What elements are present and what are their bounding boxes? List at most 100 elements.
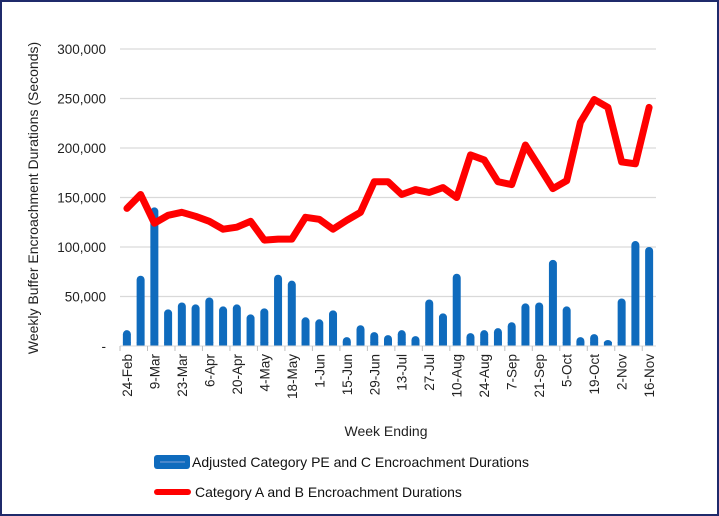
bar-base [384, 342, 392, 346]
bar-base [466, 342, 475, 346]
bar-base [219, 342, 228, 346]
y-tick-label: 50,000 [65, 290, 106, 305]
bar[interactable] [521, 303, 530, 346]
x-tick-label: 29-Jun [367, 354, 382, 395]
bar[interactable] [548, 259, 557, 346]
bar[interactable] [617, 298, 626, 346]
x-axis-title: Week Ending [344, 423, 427, 439]
bar-base [164, 342, 173, 346]
bar[interactable] [315, 319, 324, 346]
bar[interactable] [287, 280, 296, 346]
y-tick-label: 150,000 [57, 191, 106, 206]
x-tick-label: 24-Feb [120, 354, 135, 397]
bar[interactable] [452, 273, 461, 346]
bar-base [631, 342, 640, 346]
bar[interactable] [493, 328, 502, 346]
bar-base [191, 342, 200, 346]
bar-base [342, 342, 351, 346]
bar[interactable] [356, 325, 365, 346]
bar-base [425, 342, 434, 346]
bar-base [397, 342, 406, 346]
legend-label-line: Category A and B Encroachment Durations [195, 484, 462, 500]
bar-series [122, 207, 654, 346]
bar[interactable] [150, 207, 159, 346]
legend-item-line[interactable]: Category A and B Encroachment Durations [154, 484, 462, 500]
x-tick-label: 6-Apr [202, 353, 217, 387]
bar-base [645, 342, 654, 346]
bar-base [617, 342, 626, 346]
x-axis-ticks: 24-Feb 9-Mar 23-Mar 6-Apr 20-Apr 4-May 18-May 1… [120, 353, 657, 399]
bar[interactable] [535, 302, 544, 346]
bar[interactable] [260, 308, 269, 346]
x-tick-label: 9-Mar [147, 354, 162, 390]
bar[interactable] [177, 302, 186, 346]
bar-base [301, 342, 310, 346]
bar-base [411, 342, 420, 346]
bar-base [205, 342, 214, 346]
bar-base [232, 342, 241, 346]
legend-item-bar[interactable]: Adjusted Category PE and C Encroachment … [154, 454, 529, 470]
bar-base [535, 342, 544, 346]
line-series [123, 96, 653, 244]
y-tick-label: 300,000 [57, 42, 106, 57]
bar[interactable] [329, 310, 338, 346]
x-tick-label: 20-Apr [230, 354, 245, 395]
bar[interactable] [191, 304, 200, 346]
bar-base [493, 342, 502, 346]
bar-base [246, 342, 255, 346]
bar-base [548, 342, 557, 346]
bar-base [150, 342, 159, 346]
series-line[interactable] [123, 96, 653, 244]
bar-base [274, 342, 283, 346]
bar[interactable] [507, 322, 516, 346]
bar-base [136, 342, 145, 346]
bar[interactable] [425, 299, 434, 346]
x-tick-label: 21-Sep [532, 354, 547, 398]
bar-base [370, 342, 379, 346]
x-axis [119, 345, 656, 351]
bar-base [287, 342, 296, 346]
bar[interactable] [219, 306, 228, 346]
x-tick-label: 7-Sep [505, 354, 520, 390]
y-tick-label: 200,000 [57, 141, 106, 156]
x-tick-label: 19-Oct [587, 354, 602, 395]
x-tick-label: 18-May [285, 354, 300, 399]
bar[interactable] [645, 247, 654, 346]
bar-base [590, 342, 599, 346]
bar[interactable] [164, 309, 173, 346]
bar-base [260, 342, 269, 346]
bar[interactable] [205, 297, 214, 346]
bar[interactable] [301, 317, 310, 346]
bar[interactable] [562, 306, 571, 346]
x-tick-label: 2-Nov [615, 354, 630, 390]
bar-base [329, 342, 338, 346]
bar-base [507, 342, 516, 346]
y-axis-title: Weekly Buffer Encroachment Durations (Se… [25, 42, 41, 354]
bar-base [122, 342, 131, 346]
gridlines [120, 48, 656, 298]
bar-base [576, 342, 585, 346]
bar-base [480, 342, 489, 346]
bar[interactable] [232, 304, 241, 346]
bar[interactable] [136, 275, 145, 346]
x-tick-label: 13-Jul [395, 354, 410, 391]
bar-base [603, 342, 612, 346]
bar[interactable] [631, 241, 640, 346]
bar[interactable] [274, 274, 283, 346]
bar-base [452, 342, 461, 346]
legend-label-bar: Adjusted Category PE and C Encroachment … [192, 454, 529, 470]
y-tick-label: 100,000 [57, 240, 106, 255]
bar-base [521, 342, 530, 346]
bar[interactable] [438, 313, 447, 346]
x-tick-label: 16-Nov [642, 354, 657, 398]
x-tick-label: 24-Aug [477, 354, 492, 398]
bar-base [315, 342, 324, 346]
bar-base [438, 342, 447, 346]
y-tick-label: - [102, 339, 107, 354]
bar[interactable] [246, 314, 255, 346]
legend: Adjusted Category PE and C Encroachment … [154, 454, 529, 500]
bar-base [356, 342, 365, 346]
x-tick-label: 23-Mar [175, 354, 190, 397]
